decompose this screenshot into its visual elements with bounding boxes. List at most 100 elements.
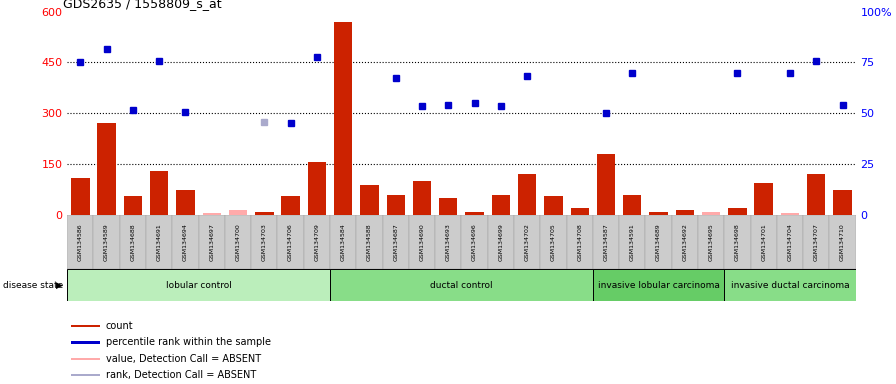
Bar: [93, 215, 120, 269]
Bar: [255, 212, 273, 215]
Bar: [307, 162, 326, 215]
Bar: [676, 210, 694, 215]
Bar: [439, 198, 458, 215]
Bar: [199, 215, 225, 269]
Bar: [150, 171, 168, 215]
Bar: [751, 215, 777, 269]
Text: GSM134700: GSM134700: [236, 223, 240, 261]
Bar: [593, 215, 619, 269]
Bar: [461, 215, 487, 269]
Text: GSM134698: GSM134698: [735, 223, 740, 261]
Bar: [228, 210, 247, 215]
Bar: [728, 208, 746, 215]
Bar: [724, 215, 751, 269]
Bar: [304, 215, 330, 269]
Bar: [597, 154, 616, 215]
Text: GSM134692: GSM134692: [683, 223, 687, 261]
Text: GSM134584: GSM134584: [340, 223, 346, 261]
Text: count: count: [106, 321, 134, 331]
Bar: [330, 215, 357, 269]
Bar: [177, 190, 194, 215]
Text: GSM134705: GSM134705: [551, 223, 556, 261]
Bar: [172, 215, 199, 269]
Bar: [386, 195, 405, 215]
Text: GSM134591: GSM134591: [630, 223, 634, 261]
Bar: [202, 214, 221, 215]
Bar: [357, 215, 383, 269]
Text: invasive lobular carcinoma: invasive lobular carcinoma: [598, 281, 719, 290]
Bar: [571, 208, 589, 215]
Bar: [98, 123, 116, 215]
Bar: [251, 215, 278, 269]
Bar: [807, 174, 825, 215]
Text: GSM134586: GSM134586: [78, 223, 82, 261]
Bar: [492, 195, 510, 215]
Bar: [413, 181, 431, 215]
Text: ▶: ▶: [56, 281, 63, 290]
Text: GSM134710: GSM134710: [840, 223, 845, 261]
Bar: [71, 358, 99, 360]
Bar: [334, 22, 352, 215]
Text: disease state: disease state: [3, 281, 63, 290]
Bar: [702, 212, 720, 215]
Bar: [225, 215, 251, 269]
Bar: [360, 185, 379, 215]
Bar: [120, 215, 146, 269]
Text: invasive ductal carcinoma: invasive ductal carcinoma: [730, 281, 849, 290]
Bar: [146, 215, 172, 269]
Bar: [754, 183, 773, 215]
Bar: [71, 341, 99, 344]
Bar: [435, 215, 461, 269]
Text: GSM134701: GSM134701: [762, 223, 766, 261]
Bar: [67, 270, 330, 301]
Bar: [124, 196, 142, 215]
Bar: [330, 270, 593, 301]
Bar: [650, 212, 668, 215]
Bar: [724, 270, 856, 301]
Text: ductal control: ductal control: [430, 281, 493, 290]
Bar: [672, 215, 698, 269]
Bar: [278, 215, 304, 269]
Bar: [593, 270, 724, 301]
Bar: [71, 325, 99, 327]
Bar: [487, 215, 514, 269]
Text: GSM134689: GSM134689: [656, 223, 661, 261]
Text: GSM134691: GSM134691: [157, 223, 161, 261]
Text: GSM134688: GSM134688: [131, 223, 135, 261]
Bar: [383, 215, 409, 269]
Text: GSM134587: GSM134587: [604, 223, 608, 261]
Text: lobular control: lobular control: [166, 281, 231, 290]
Bar: [830, 215, 856, 269]
Text: GSM134704: GSM134704: [788, 223, 792, 261]
Text: GSM134703: GSM134703: [262, 223, 267, 261]
Bar: [518, 174, 537, 215]
Bar: [465, 212, 484, 215]
Text: GSM134707: GSM134707: [814, 223, 819, 261]
Text: GSM134708: GSM134708: [577, 223, 582, 261]
Text: GSM134694: GSM134694: [183, 223, 188, 261]
Bar: [623, 195, 642, 215]
Bar: [780, 214, 799, 215]
Text: GSM134588: GSM134588: [367, 223, 372, 261]
Text: GSM134702: GSM134702: [525, 223, 530, 261]
Text: value, Detection Call = ABSENT: value, Detection Call = ABSENT: [106, 354, 261, 364]
Bar: [71, 178, 90, 215]
Text: GSM134709: GSM134709: [314, 223, 319, 261]
Bar: [566, 215, 593, 269]
Text: percentile rank within the sample: percentile rank within the sample: [106, 338, 271, 348]
Text: GSM134690: GSM134690: [419, 223, 425, 261]
Text: rank, Detection Call = ABSENT: rank, Detection Call = ABSENT: [106, 370, 256, 380]
Bar: [409, 215, 435, 269]
Text: GSM134699: GSM134699: [498, 223, 504, 261]
Bar: [67, 215, 93, 269]
Text: GDS2635 / 1558809_s_at: GDS2635 / 1558809_s_at: [64, 0, 222, 10]
Bar: [540, 215, 566, 269]
Bar: [803, 215, 830, 269]
Bar: [777, 215, 803, 269]
Bar: [833, 190, 852, 215]
Text: GSM134706: GSM134706: [289, 223, 293, 261]
Text: GSM134589: GSM134589: [104, 223, 109, 261]
Bar: [514, 215, 540, 269]
Bar: [71, 374, 99, 376]
Text: GSM134687: GSM134687: [393, 223, 398, 261]
